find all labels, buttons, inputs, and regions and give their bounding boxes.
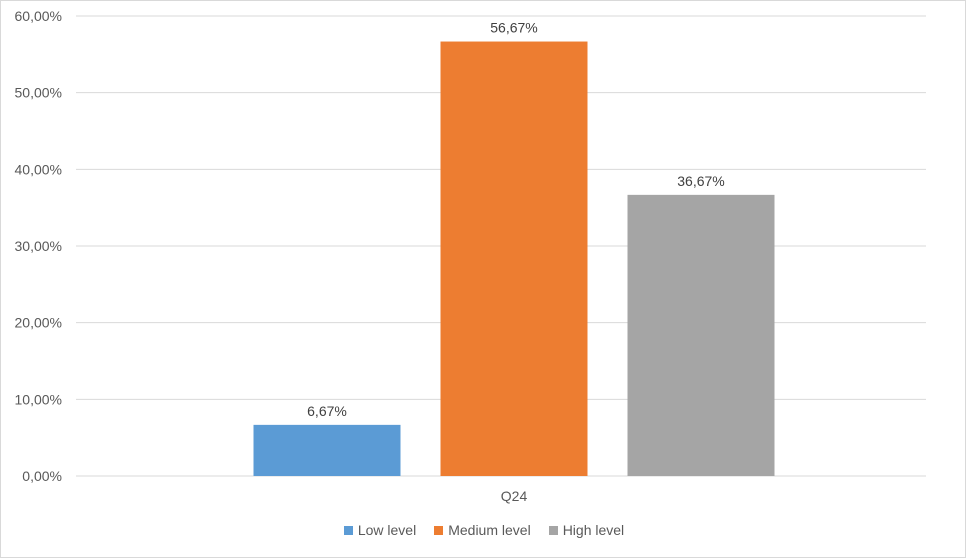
legend-item-high-level: High level [548,522,625,538]
legend-item-medium-level: Medium level [434,522,531,538]
y-tick-label-3: 30,00% [15,238,62,254]
x-category-label: Q24 [501,488,528,504]
data-label-high-level: 36,67% [677,173,724,189]
y-tick-label-4: 40,00% [15,161,62,177]
y-tick-label-2: 20,00% [15,315,62,331]
legend-item-low-level: Low level [343,522,417,538]
y-tick-label-1: 10,00% [15,391,62,407]
legend-swatch-low-level [343,525,353,535]
bar-medium-level [440,41,588,476]
legend-label-high-level: High level [562,522,625,538]
legend-swatch-medium-level [434,525,444,535]
legend-label-medium-level: Medium level [448,522,531,538]
bar-low-level [253,424,401,476]
y-tick-label-6: 60,00% [15,8,62,24]
data-label-medium-level: 56,67% [490,20,537,36]
legend-swatch-high-level [548,525,558,535]
y-tick-label-5: 50,00% [15,85,62,101]
legend: Low level Medium level High level [1,522,966,538]
legend-label-low-level: Low level [357,522,417,538]
y-tick-label-0: 0,00% [22,468,62,484]
bar-high-level [627,194,775,476]
data-label-low-level: 6,67% [307,403,347,419]
